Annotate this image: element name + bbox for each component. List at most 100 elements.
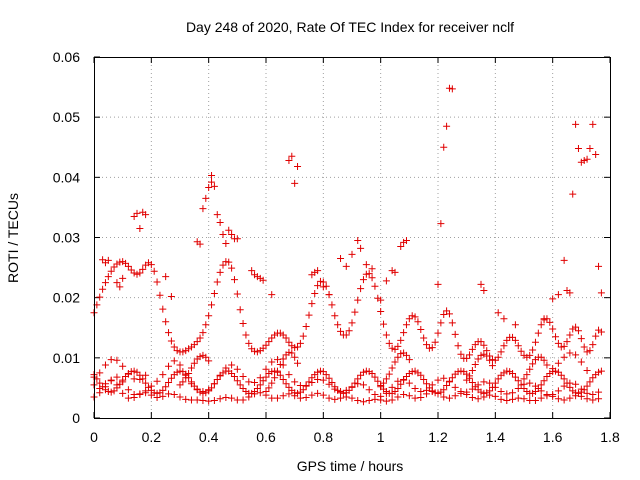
data-point: [119, 378, 127, 386]
data-point: [153, 278, 161, 286]
data-point: [144, 383, 152, 391]
data-point: [362, 367, 370, 375]
data-point: [147, 261, 155, 269]
x-tick-label: 1.6: [543, 429, 563, 445]
data-point: [529, 389, 537, 397]
data-point: [248, 267, 256, 275]
data-point: [99, 256, 107, 264]
data-point: [448, 85, 456, 93]
data-point: [523, 353, 531, 361]
data-point: [170, 343, 178, 351]
data-point: [531, 338, 539, 346]
data-point: [557, 371, 565, 379]
data-point: [253, 385, 261, 393]
data-point: [554, 291, 562, 299]
y-tick-label: 0.02: [53, 290, 80, 306]
data-point: [394, 342, 402, 350]
data-point: [302, 394, 310, 402]
data-point: [377, 296, 385, 304]
data-point: [423, 341, 431, 349]
data-point: [595, 368, 603, 376]
data-point: [104, 273, 112, 281]
data-point: [371, 373, 379, 381]
data-point: [285, 390, 293, 398]
data-point: [526, 365, 534, 373]
data-point: [549, 365, 557, 373]
data-point: [359, 381, 367, 389]
data-point: [586, 347, 594, 355]
x-tick-label: 0.6: [256, 429, 276, 445]
data-point: [196, 334, 204, 342]
data-point: [208, 178, 216, 186]
data-points: [90, 84, 605, 406]
data-point: [517, 381, 525, 389]
data-point: [119, 274, 127, 282]
data-point: [322, 371, 330, 379]
data-point: [142, 379, 150, 387]
data-point: [474, 381, 482, 389]
data-point: [205, 397, 213, 405]
y-tick-label: 0.03: [53, 230, 80, 246]
data-point: [552, 333, 560, 341]
data-point: [110, 263, 118, 271]
data-point: [445, 310, 453, 318]
data-point: [468, 394, 476, 402]
data-point: [162, 383, 170, 391]
data-point: [101, 383, 109, 391]
data-point: [282, 334, 290, 342]
data-point: [397, 336, 405, 344]
data-point: [285, 338, 293, 346]
data-point: [342, 262, 350, 270]
data-point: [523, 388, 531, 396]
data-point: [382, 375, 390, 383]
data-point: [583, 155, 591, 163]
y-tick-label: 0.01: [53, 350, 80, 366]
data-point: [454, 342, 462, 350]
data-point: [354, 237, 362, 245]
data-point: [509, 333, 517, 341]
data-point: [423, 386, 431, 394]
y-tick-label: 0.05: [53, 109, 80, 125]
data-point: [394, 353, 402, 361]
data-point: [296, 394, 304, 402]
data-point: [213, 375, 221, 383]
data-point: [124, 370, 132, 378]
data-point: [225, 258, 233, 266]
plot-frame: [94, 57, 611, 419]
data-point: [388, 267, 396, 275]
data-point: [193, 396, 201, 404]
data-point: [222, 394, 230, 402]
data-point: [308, 391, 316, 399]
data-point: [230, 276, 238, 284]
data-point: [325, 394, 333, 402]
data-point: [182, 374, 190, 382]
data-point: [514, 394, 522, 402]
data-point: [305, 378, 313, 386]
data-point: [165, 329, 173, 337]
data-point: [440, 311, 448, 319]
data-point: [133, 209, 141, 217]
data-point: [199, 205, 207, 213]
data-point: [285, 383, 293, 391]
data-point: [540, 356, 548, 364]
data-point: [337, 388, 345, 396]
data-point: [595, 326, 603, 334]
data-point: [187, 380, 195, 388]
data-point: [428, 344, 436, 352]
data-point: [285, 348, 293, 356]
data-point: [483, 347, 491, 355]
data-point: [205, 312, 213, 320]
data-point: [566, 349, 574, 357]
data-point: [577, 358, 585, 366]
data-point: [368, 369, 376, 377]
data-point: [560, 382, 568, 390]
data-point: [251, 379, 259, 387]
data-point: [546, 369, 554, 377]
data-point: [342, 393, 350, 401]
data-point: [377, 392, 385, 400]
data-point: [328, 379, 336, 387]
data-point: [511, 336, 519, 344]
data-point: [583, 348, 591, 356]
data-point: [500, 369, 508, 377]
data-point: [251, 271, 259, 279]
